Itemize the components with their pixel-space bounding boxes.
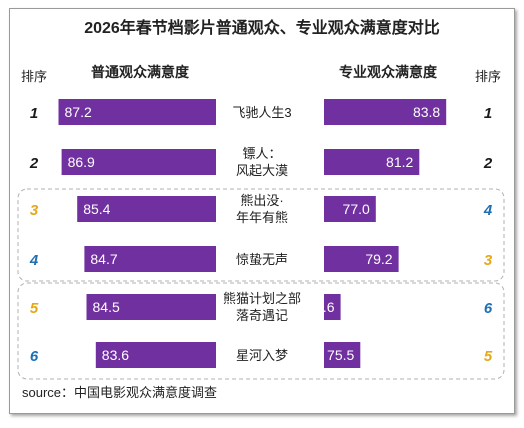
professional-bar bbox=[324, 196, 376, 222]
professional-value-label: 77.0 bbox=[343, 201, 370, 217]
general-bar bbox=[58, 99, 216, 125]
professional-bar bbox=[324, 342, 361, 368]
rank-professional-label: 3 bbox=[484, 252, 493, 269]
group-box-ranks-3-4 bbox=[17, 188, 505, 282]
rank-general-label: 3 bbox=[30, 202, 39, 219]
general-value-label: 87.2 bbox=[65, 104, 92, 120]
rank-header-left: 排序 bbox=[21, 69, 47, 84]
professional-bar bbox=[324, 99, 447, 125]
source-note: source：中国电影观众满意度调查 bbox=[22, 385, 217, 400]
film-name-label: 风起大漠 bbox=[236, 163, 288, 178]
professional-value-label: 81.2 bbox=[386, 154, 413, 170]
general-value-label: 83.6 bbox=[102, 347, 129, 363]
professional-value-label: 73.6 bbox=[307, 299, 334, 315]
rank-general-label: 4 bbox=[29, 252, 39, 269]
general-bar bbox=[86, 294, 216, 320]
professional-bar bbox=[324, 149, 420, 175]
chart-title: 2026年春节档影片普通观众、专业观众满意度对比 bbox=[84, 18, 440, 37]
general-bar bbox=[95, 342, 216, 368]
professional-bar bbox=[324, 294, 341, 320]
general-value-label: 84.7 bbox=[90, 251, 117, 267]
rank-general-label: 6 bbox=[30, 348, 39, 365]
general-bar bbox=[84, 246, 217, 272]
chart-frame: 2026年春节档影片普通观众、专业观众满意度对比 排序 排序 普通观众满意度 专… bbox=[9, 8, 515, 414]
film-name-label: 星河入梦 bbox=[236, 348, 288, 363]
film-name-label: 飞驰人生3 bbox=[232, 105, 291, 120]
general-value-label: 85.4 bbox=[83, 201, 110, 217]
film-name-label: 熊猫计划之部 bbox=[223, 291, 301, 306]
professional-bar bbox=[324, 246, 399, 272]
group-box-ranks-5-6 bbox=[17, 282, 505, 380]
general-value-label: 86.9 bbox=[68, 154, 95, 170]
general-bar bbox=[61, 149, 216, 175]
series-label-general: 普通观众满意度 bbox=[91, 64, 190, 80]
film-name-label: 年年有熊 bbox=[236, 210, 288, 225]
film-name-label: 熊出没· bbox=[240, 193, 283, 208]
rank-professional-label: 2 bbox=[483, 155, 493, 172]
series-label-professional: 专业观众满意度 bbox=[339, 64, 438, 80]
rank-header-right: 排序 bbox=[475, 69, 501, 84]
professional-value-label: 83.8 bbox=[413, 104, 440, 120]
rank-professional-label: 4 bbox=[483, 202, 493, 219]
film-name-label: 镖人： bbox=[242, 146, 281, 161]
rank-general-label: 5 bbox=[30, 300, 39, 317]
film-name-label: 惊蛰无声 bbox=[236, 252, 288, 267]
rank-general-label: 1 bbox=[30, 105, 38, 122]
general-value-label: 84.5 bbox=[93, 299, 120, 315]
rank-professional-label: 5 bbox=[484, 348, 493, 365]
chart-rows: 87.2 83.8 飞驰人生3 1 1 86.9 81.2 镖人： 风起大漠 2 2 85.4 77.0… bbox=[29, 99, 493, 368]
general-bar bbox=[77, 196, 216, 222]
rank-professional-label: 6 bbox=[484, 300, 493, 317]
rank-general-label: 2 bbox=[29, 155, 39, 172]
professional-value-label: 79.2 bbox=[365, 251, 392, 267]
film-name-label: 落奇遇记 bbox=[236, 308, 288, 323]
rank-professional-label: 1 bbox=[484, 105, 492, 122]
satisfaction-chart: 2026年春节档影片普通观众、专业观众满意度对比 排序 排序 普通观众满意度 专… bbox=[17, 18, 505, 400]
professional-value-label: 75.5 bbox=[327, 347, 354, 363]
